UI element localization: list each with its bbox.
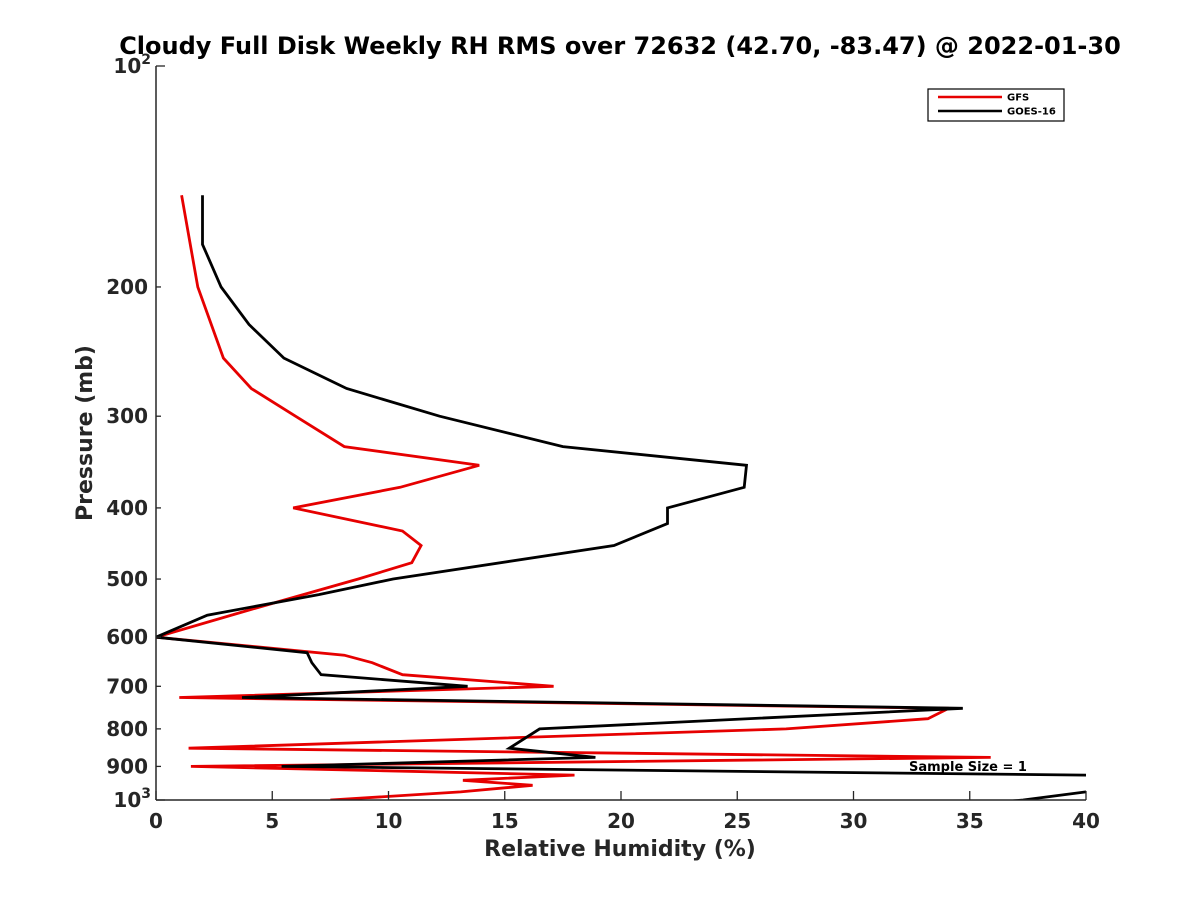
x-tick-layer: 0 5 10 15 20 25 30 35 40 (149, 791, 1100, 833)
y-tick-label: 500 (106, 567, 148, 591)
legend-label-gfs: GFS (1007, 93, 1029, 104)
x-axis-label: Relative Humidity (%) (484, 837, 756, 862)
x-tick-label: 35 (956, 809, 984, 833)
y-tick-label: 103 (113, 786, 151, 812)
legend-label-goes16: GOES-16 (1007, 107, 1056, 118)
x-tick-label: 0 (149, 809, 163, 833)
x-tick-label: 25 (723, 809, 751, 833)
chart-title: Cloudy Full Disk Weekly RH RMS over 7263… (119, 32, 1121, 60)
x-tick-label: 20 (607, 809, 635, 833)
series-line-gfs (156, 195, 991, 800)
x-tick-label: 15 (491, 809, 519, 833)
y-tick-layer: 102 200 300 400 500 600 700 800 900 103 (106, 52, 165, 812)
y-tick-label: 300 (106, 404, 148, 428)
y-axis-label: Pressure (mb) (73, 345, 98, 521)
legend-box (927, 88, 1065, 122)
sample-size-annotation: Sample Size = 1 (909, 760, 1027, 775)
axes-layer (155, 66, 1086, 801)
y-tick-label: 400 (106, 496, 148, 520)
x-tick-label: 30 (840, 809, 868, 833)
y-tick-label: 900 (106, 754, 148, 778)
y-tick-label: 700 (106, 674, 148, 698)
y-tick-label: 102 (113, 52, 151, 78)
series-line-goes16 (156, 195, 1086, 800)
x-tick-label: 5 (265, 809, 279, 833)
series-layer (156, 195, 1086, 800)
x-tick-label: 10 (375, 809, 403, 833)
y-tick-label: 600 (106, 625, 148, 649)
y-tick-label: 200 (106, 275, 148, 299)
legend: GFS GOES-16 (927, 88, 1065, 122)
x-tick-label: 40 (1072, 809, 1100, 833)
y-tick-label: 800 (106, 717, 148, 741)
